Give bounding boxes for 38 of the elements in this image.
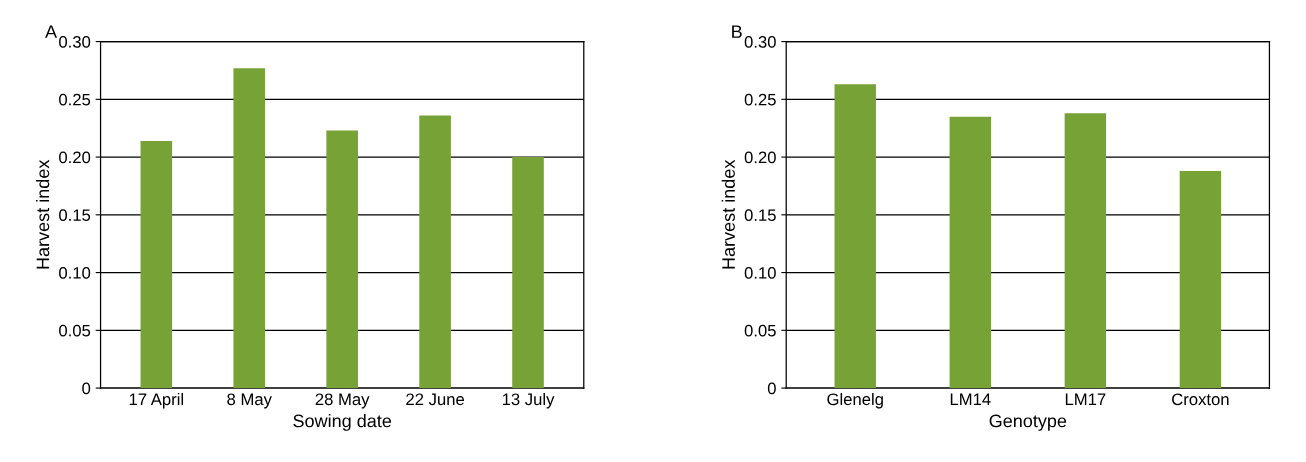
y-tick-label: 0.30 bbox=[744, 35, 776, 48]
x-axis-title: Sowing date bbox=[293, 414, 392, 431]
y-axis-title: Harvest index bbox=[36, 159, 50, 269]
y-tick-label: 0.10 bbox=[744, 266, 776, 279]
x-tick-label: LM14 bbox=[950, 393, 991, 406]
y-tick-label: 0.25 bbox=[744, 93, 776, 106]
x-tick-label: LM17 bbox=[1065, 393, 1106, 406]
bar bbox=[512, 157, 544, 389]
y-tick-label: 0.15 bbox=[59, 209, 91, 222]
y-tick-label: 0.15 bbox=[744, 209, 776, 222]
y-tick-label: 0.10 bbox=[59, 266, 91, 279]
bar bbox=[1064, 113, 1107, 389]
x-tick-label: Glenelg bbox=[827, 392, 883, 409]
bar bbox=[834, 84, 876, 389]
chart-title: A bbox=[45, 25, 58, 38]
y-tick-label: 0.20 bbox=[59, 151, 91, 164]
chart-title: B bbox=[732, 25, 742, 38]
x-tick-label: 17 April bbox=[129, 392, 183, 409]
y-axis-title: Harvest index bbox=[721, 159, 735, 269]
y-tick-label: 0.20 bbox=[744, 151, 776, 164]
bar bbox=[419, 115, 451, 389]
y-tick-label: 0.05 bbox=[59, 324, 91, 337]
x-tick-label: 22 June bbox=[406, 393, 465, 406]
bar bbox=[233, 68, 266, 389]
x-axis-title: Genotype bbox=[989, 414, 1067, 431]
y-tick-label: 0.05 bbox=[744, 324, 776, 337]
y-tick-label: 0.25 bbox=[59, 93, 91, 106]
x-tick-label: 8 May bbox=[227, 393, 272, 409]
y-tick-label: 0 bbox=[82, 382, 91, 395]
y-tick-label: 0 bbox=[767, 382, 776, 395]
x-tick-label: Croxton bbox=[1172, 393, 1229, 406]
bar bbox=[326, 130, 358, 389]
bar bbox=[1179, 170, 1222, 389]
y-tick-label: 0.30 bbox=[59, 35, 91, 48]
x-tick-label: 28 May bbox=[315, 393, 370, 409]
x-tick-label: 13 July bbox=[502, 392, 555, 409]
bar bbox=[140, 140, 173, 389]
bar bbox=[949, 116, 992, 389]
